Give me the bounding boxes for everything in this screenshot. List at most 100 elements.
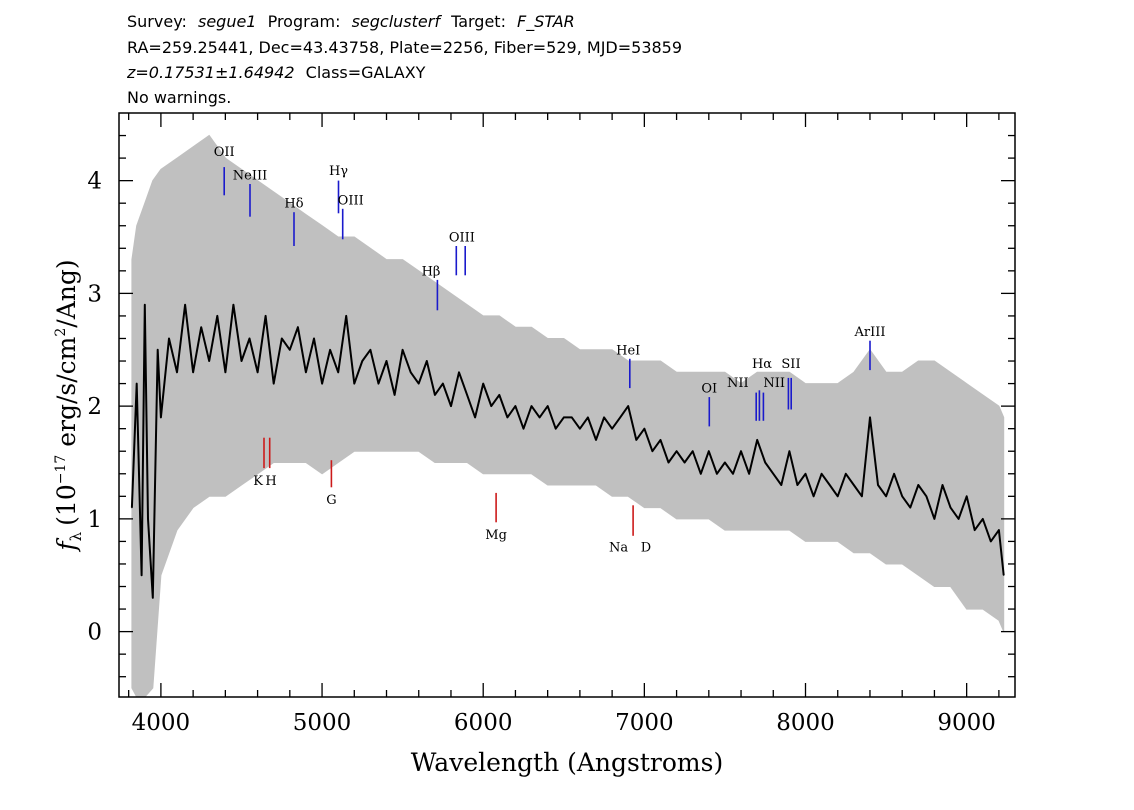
error-band-area	[131, 134, 1005, 698]
emission-line-label: HeI	[616, 343, 640, 358]
x-tick-label: 9000	[937, 710, 996, 736]
flux-point	[813, 495, 815, 497]
flux-point	[442, 383, 444, 385]
flux-point	[933, 518, 936, 520]
flux-point	[571, 416, 573, 418]
flux-point	[676, 450, 678, 452]
flux-point	[627, 405, 629, 407]
flux-point	[361, 360, 363, 362]
flux-point	[917, 484, 919, 486]
survey-label: Survey:	[127, 12, 187, 31]
header-line-1: Survey: segue1 Program: segclusterf Targ…	[127, 12, 575, 32]
absorption-line-label: D	[641, 541, 651, 556]
flux-point	[901, 495, 903, 497]
flux-point	[136, 383, 138, 385]
flux-point	[748, 473, 750, 475]
flux-point	[796, 484, 799, 486]
y-tick-label: 3	[87, 281, 102, 307]
absorption-line-label: G	[326, 493, 336, 508]
flux-point	[450, 405, 452, 407]
y-tick-label: 2	[87, 394, 102, 420]
emission-line-label: SII	[781, 357, 800, 372]
flux-point	[845, 473, 847, 475]
absorption-line-markers: K H G Mg Na D	[253, 437, 651, 556]
flux-point	[740, 450, 742, 452]
flux-point	[466, 394, 468, 396]
flux-point	[587, 416, 589, 418]
flux-point	[305, 371, 307, 373]
flux-point	[321, 383, 323, 385]
emission-line-label: Hβ	[422, 264, 441, 279]
emission-line-label: Hα	[752, 357, 772, 372]
absorption-line-label: Mg	[485, 528, 507, 543]
flux-point	[184, 304, 186, 306]
flux-point	[1003, 574, 1005, 576]
flux-series	[130, 303, 1005, 599]
x-axis-title: Wavelength (Angstroms)	[411, 748, 723, 777]
y-axis-exponent-1: −17	[53, 455, 69, 485]
flux-point	[941, 484, 944, 486]
flux-point	[579, 428, 581, 430]
flux-point	[788, 450, 791, 452]
flux-point	[402, 349, 404, 351]
flux-point	[780, 484, 782, 486]
flux-point	[611, 428, 613, 430]
header-line-2: RA=259.25441, Dec=43.43758, Plate=2256, …	[127, 38, 682, 57]
flux-point	[539, 416, 541, 418]
flux-point	[732, 473, 734, 475]
flux-point	[434, 394, 436, 396]
flux-point	[756, 439, 758, 441]
y-axis-unit-pre: (10	[52, 484, 81, 526]
flux-point	[635, 439, 637, 441]
flux-point	[909, 507, 911, 509]
flux-point	[974, 529, 976, 531]
flux-point	[893, 473, 895, 475]
redshift-value: z=0.17531±1.64942	[126, 63, 295, 82]
flux-point	[764, 461, 766, 464]
flux-point	[530, 405, 533, 407]
flux-point	[394, 394, 396, 396]
flux-point	[990, 540, 992, 543]
y-axis-symbol: f	[52, 538, 81, 553]
emission-line-label: ArIII	[853, 325, 885, 340]
program-value: segclusterf	[352, 12, 443, 31]
flux-point	[152, 597, 154, 599]
flux-point	[821, 473, 823, 475]
flux-point	[643, 428, 646, 430]
flux-point	[474, 416, 476, 418]
header-line-3: z=0.17531±1.64942 Class=GALAXY	[126, 63, 426, 82]
flux-point	[144, 304, 146, 306]
flux-point	[958, 518, 960, 520]
y-axis-ticks: 0 1 2 3 4	[87, 134, 1015, 678]
y-axis-unit-mid: erg/s/cm	[52, 336, 81, 454]
y-tick-label: 0	[87, 620, 102, 646]
flux-point	[966, 495, 968, 497]
flux-point	[257, 371, 259, 373]
y-axis-exponent-2: 2	[53, 328, 69, 337]
flux-point	[522, 428, 525, 430]
emission-line-label: OIII	[338, 193, 364, 208]
flux-point	[853, 484, 855, 486]
flux-point	[949, 507, 952, 509]
flux-point	[337, 371, 339, 373]
flux-point	[200, 326, 202, 328]
emission-line-label: NII	[727, 376, 749, 391]
program-label: Program:	[268, 12, 341, 31]
x-axis-ticks: 4000 5000 6000 7000 8000 9000	[128, 113, 1000, 736]
flux-point	[708, 450, 710, 452]
flux-point	[982, 518, 984, 520]
emission-line-label: Hγ	[329, 164, 348, 179]
flux-point	[506, 416, 508, 418]
flux-point	[216, 315, 218, 317]
flux-point	[369, 349, 371, 351]
emission-line-label: OII	[214, 145, 235, 160]
flux-point	[265, 315, 267, 317]
flux-point	[157, 349, 159, 351]
flux-point	[131, 507, 133, 509]
flux-point	[837, 495, 839, 497]
flux-point	[297, 326, 299, 328]
flux-point	[877, 484, 879, 486]
survey-value: segue1	[198, 12, 257, 31]
flux-point	[925, 495, 928, 497]
